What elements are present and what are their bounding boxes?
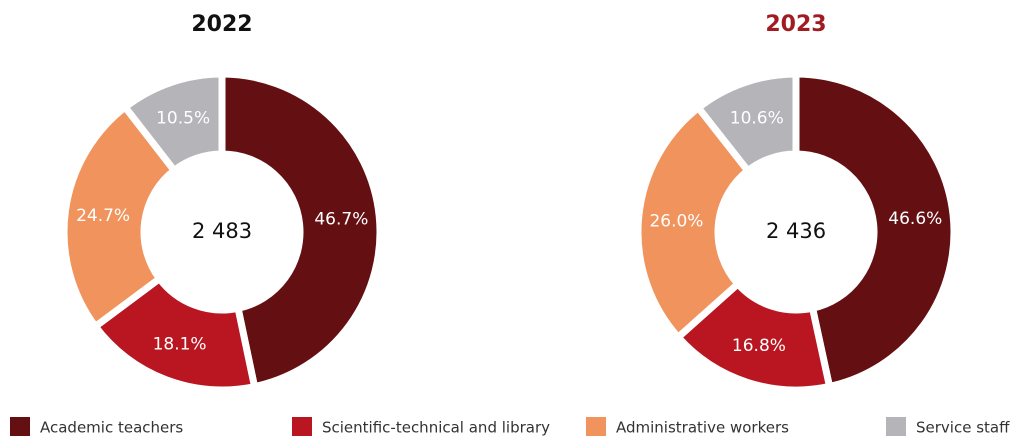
slice — [120, 70, 226, 176]
total-label: 2 436 — [766, 219, 826, 243]
slice — [60, 102, 180, 332]
legend-label: Administrative workers — [616, 419, 789, 436]
slice-label: 10.6% — [730, 109, 784, 129]
chart-title: 2022 — [191, 12, 252, 37]
legend-swatch — [586, 417, 606, 436]
slice — [90, 273, 259, 394]
slice-label: 46.6% — [888, 209, 942, 229]
legend-label: Service staff — [916, 419, 1010, 436]
slice — [693, 70, 800, 176]
legend-label: Scientific-technical and library — [322, 419, 550, 436]
slice-label: 24.7% — [76, 206, 130, 226]
slice — [634, 102, 753, 343]
legend-label: Academic teachers — [40, 419, 183, 436]
legend-swatch — [10, 417, 30, 436]
total-label: 2 483 — [192, 219, 252, 243]
slice-label: 46.7% — [314, 210, 368, 230]
slice-label: 16.8% — [732, 336, 786, 356]
slice — [218, 70, 384, 391]
slice — [792, 70, 958, 391]
legend-swatch — [886, 417, 906, 436]
slice-label: 18.1% — [153, 334, 207, 354]
slice-label: 26.0% — [649, 211, 703, 231]
chart-title: 2023 — [765, 12, 826, 37]
legend-swatch — [292, 417, 312, 436]
slice-label: 10.5% — [156, 108, 210, 128]
